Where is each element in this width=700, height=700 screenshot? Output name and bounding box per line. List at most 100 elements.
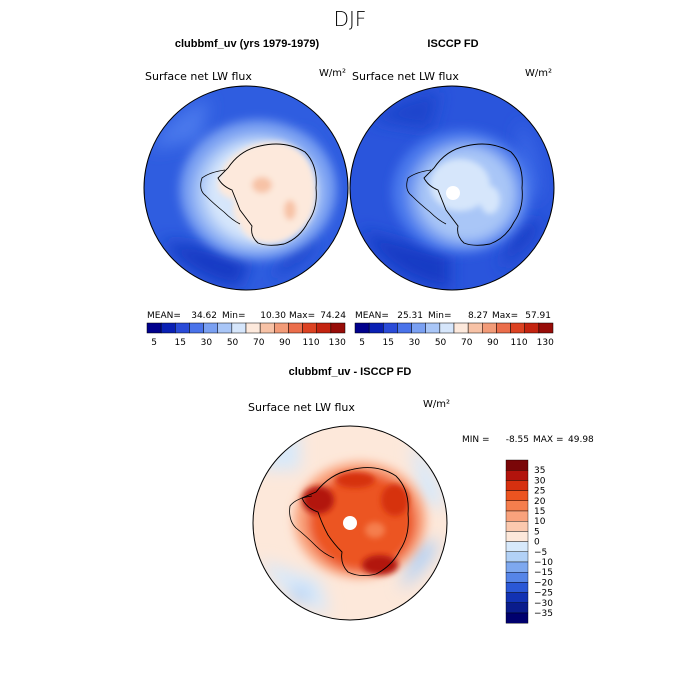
panel-model-map (144, 86, 348, 290)
panel-diff-colorbar-tick: −25 (534, 589, 553, 599)
panel-model-map-border (143, 85, 349, 291)
panel-diff-colorbar-tick: 35 (534, 466, 545, 476)
panel-obs-colorbar-tick: 5 (359, 338, 365, 348)
panel-obs-colorbar-swatch (425, 322, 441, 334)
panel-diff-colorbar-swatch (505, 582, 529, 593)
panel-model-colorbar-swatch (160, 322, 176, 334)
panel-obs-title: ISCCP FD (427, 38, 478, 50)
panel-diff-max-label: MAX = (533, 435, 564, 445)
panel-diff-colorbar-tick: −5 (534, 548, 547, 558)
panel-diff-min: -8.55 (506, 435, 529, 445)
panel-diff-colorbar-tick: −30 (534, 599, 553, 609)
panel-diff-colorbar-swatch (505, 459, 529, 471)
panel-diff: clubbmf_uv - ISCCP FD Surface net LW flu… (248, 366, 594, 624)
panel-obs-stats: MEAN= 25.31 Min= 8.27 Max= 57.91 (355, 311, 551, 321)
panel-obs-max: 57.91 (525, 311, 551, 321)
panel-obs-colorbar-swatch (354, 322, 370, 334)
panel-obs-map (350, 86, 554, 290)
panel-diff-colorbar-swatch (505, 490, 529, 502)
panel-model-max: 74.24 (320, 311, 346, 321)
panel-obs-colorbar-swatch (467, 322, 483, 334)
panel-model-colorbar-swatch (231, 322, 247, 334)
panel-obs-max-label: Max= (492, 311, 518, 321)
panel-diff-map (253, 426, 447, 620)
panel-model-colorbar-tick: 70 (253, 338, 265, 348)
panel-obs-colorbar-swatch (453, 322, 469, 334)
panel-diff-colorbar-tick: −20 (534, 578, 553, 588)
panel-model-colorbar-swatch (217, 322, 233, 334)
panel-model-max-label: Max= (289, 311, 315, 321)
panel-diff-colorbar-swatch (505, 541, 529, 552)
panel-diff-colorbar-swatch (505, 561, 529, 573)
panel-diff-colorbar-tick: −10 (534, 558, 553, 568)
panel-model-title: clubbmf_uv (yrs 1979-1979) (175, 38, 320, 50)
panel-obs-colorbar-swatch (538, 322, 554, 334)
panel-diff-colorbar-swatch (505, 551, 529, 563)
panel-model-variable-label: Surface net LW flux (145, 70, 252, 83)
panel-obs-colorbar-tick: 50 (435, 338, 447, 348)
panel-model-mean-label: MEAN= (147, 311, 181, 321)
panel-model-colorbar-swatch (288, 322, 303, 334)
panel-diff-colorbar-swatch (505, 510, 529, 522)
panel-diff-colorbar-tick: −35 (534, 609, 553, 619)
panel-model-min-label: Min= (222, 311, 246, 321)
panel-obs-colorbar-tick: 90 (487, 338, 499, 348)
figure-title: DJF (334, 7, 367, 31)
panel-obs-colorbar-swatch (496, 322, 511, 334)
panel-obs-colorbar-tick: 70 (461, 338, 473, 348)
panel-model-min: 10.30 (260, 311, 286, 321)
panel-model-colorbar-swatch (146, 322, 162, 334)
panel-obs-min: 8.27 (468, 311, 488, 321)
panel-model-colorbar-tick: 30 (201, 338, 213, 348)
panel-diff-colorbar-swatch (505, 572, 529, 583)
panel-model-colorbar-swatch (259, 322, 275, 334)
panel-diff-colorbar-swatch (505, 470, 529, 481)
panel-diff-colorbar-swatch (505, 592, 529, 603)
panel-diff-min-label: MIN = (462, 435, 490, 445)
panel-obs-colorbar-swatch (510, 322, 525, 334)
panel-model-mean: 34.62 (191, 311, 217, 321)
panel-obs-colorbar-tick: 110 (510, 338, 527, 348)
panel-obs-colorbar-swatch (383, 322, 398, 334)
panel-diff-map-border (252, 425, 448, 621)
panel-obs-mean: 25.31 (397, 311, 423, 321)
panel-obs: ISCCP FD Surface net LW flux W/m² (349, 38, 555, 348)
panel-obs-variable-label: Surface net LW flux (352, 70, 459, 83)
panel-diff-title: clubbmf_uv - ISCCP FD (289, 366, 412, 378)
panel-obs-colorbar: 5 15 30 50 70 90 110 130 (354, 322, 554, 348)
panel-obs-min-label: Min= (428, 311, 452, 321)
panel-diff-colorbar-tick: 0 (534, 538, 540, 548)
panel-model-colorbar-tick: 5 (151, 338, 157, 348)
panel-model-colorbar-swatch (175, 322, 190, 334)
panel-diff-stats: MIN = -8.55 MAX = 49.98 (462, 435, 594, 445)
panel-model: clubbmf_uv (yrs 1979-1979) Surface net L… (143, 38, 349, 348)
panel-obs-colorbar-swatch (397, 322, 412, 334)
panel-model-colorbar: 5 15 30 50 70 90 110 130 (146, 322, 346, 348)
panel-diff-units: W/m² (423, 399, 450, 410)
panel-diff-colorbar-tick: 5 (534, 527, 540, 537)
panel-model-colorbar-swatch (330, 322, 346, 334)
panel-model-colorbar-tick: 15 (175, 338, 186, 348)
panel-obs-colorbar-swatch (524, 322, 540, 334)
panel-model-stats: MEAN= 34.62 Min= 10.30 Max= 74.24 (147, 311, 346, 321)
panel-model-colorbar-swatch (274, 322, 289, 334)
panel-model-colorbar-swatch (203, 322, 218, 334)
panel-diff-colorbar-swatch (505, 480, 529, 491)
panel-obs-units: W/m² (525, 68, 552, 79)
panel-diff-colorbar-swatch (505, 602, 529, 614)
panel-diff-colorbar-swatch (505, 531, 529, 542)
panel-model-colorbar-tick: 90 (279, 338, 291, 348)
panel-diff-max: 49.98 (568, 435, 594, 445)
panel-model-colorbar-tick: 130 (329, 338, 346, 348)
panel-model-colorbar-swatch (189, 322, 204, 334)
panel-diff-colorbar-swatch (505, 612, 529, 624)
panel-model-colorbar-swatch (245, 322, 261, 334)
panel-model-units: W/m² (319, 68, 346, 79)
panel-diff-colorbar-tick: 25 (534, 487, 545, 497)
panel-obs-colorbar-swatch (482, 322, 497, 334)
panel-obs-colorbar-swatch (411, 322, 426, 334)
panel-obs-mean-label: MEAN= (355, 311, 389, 321)
panel-diff-colorbar-swatch (505, 500, 529, 512)
